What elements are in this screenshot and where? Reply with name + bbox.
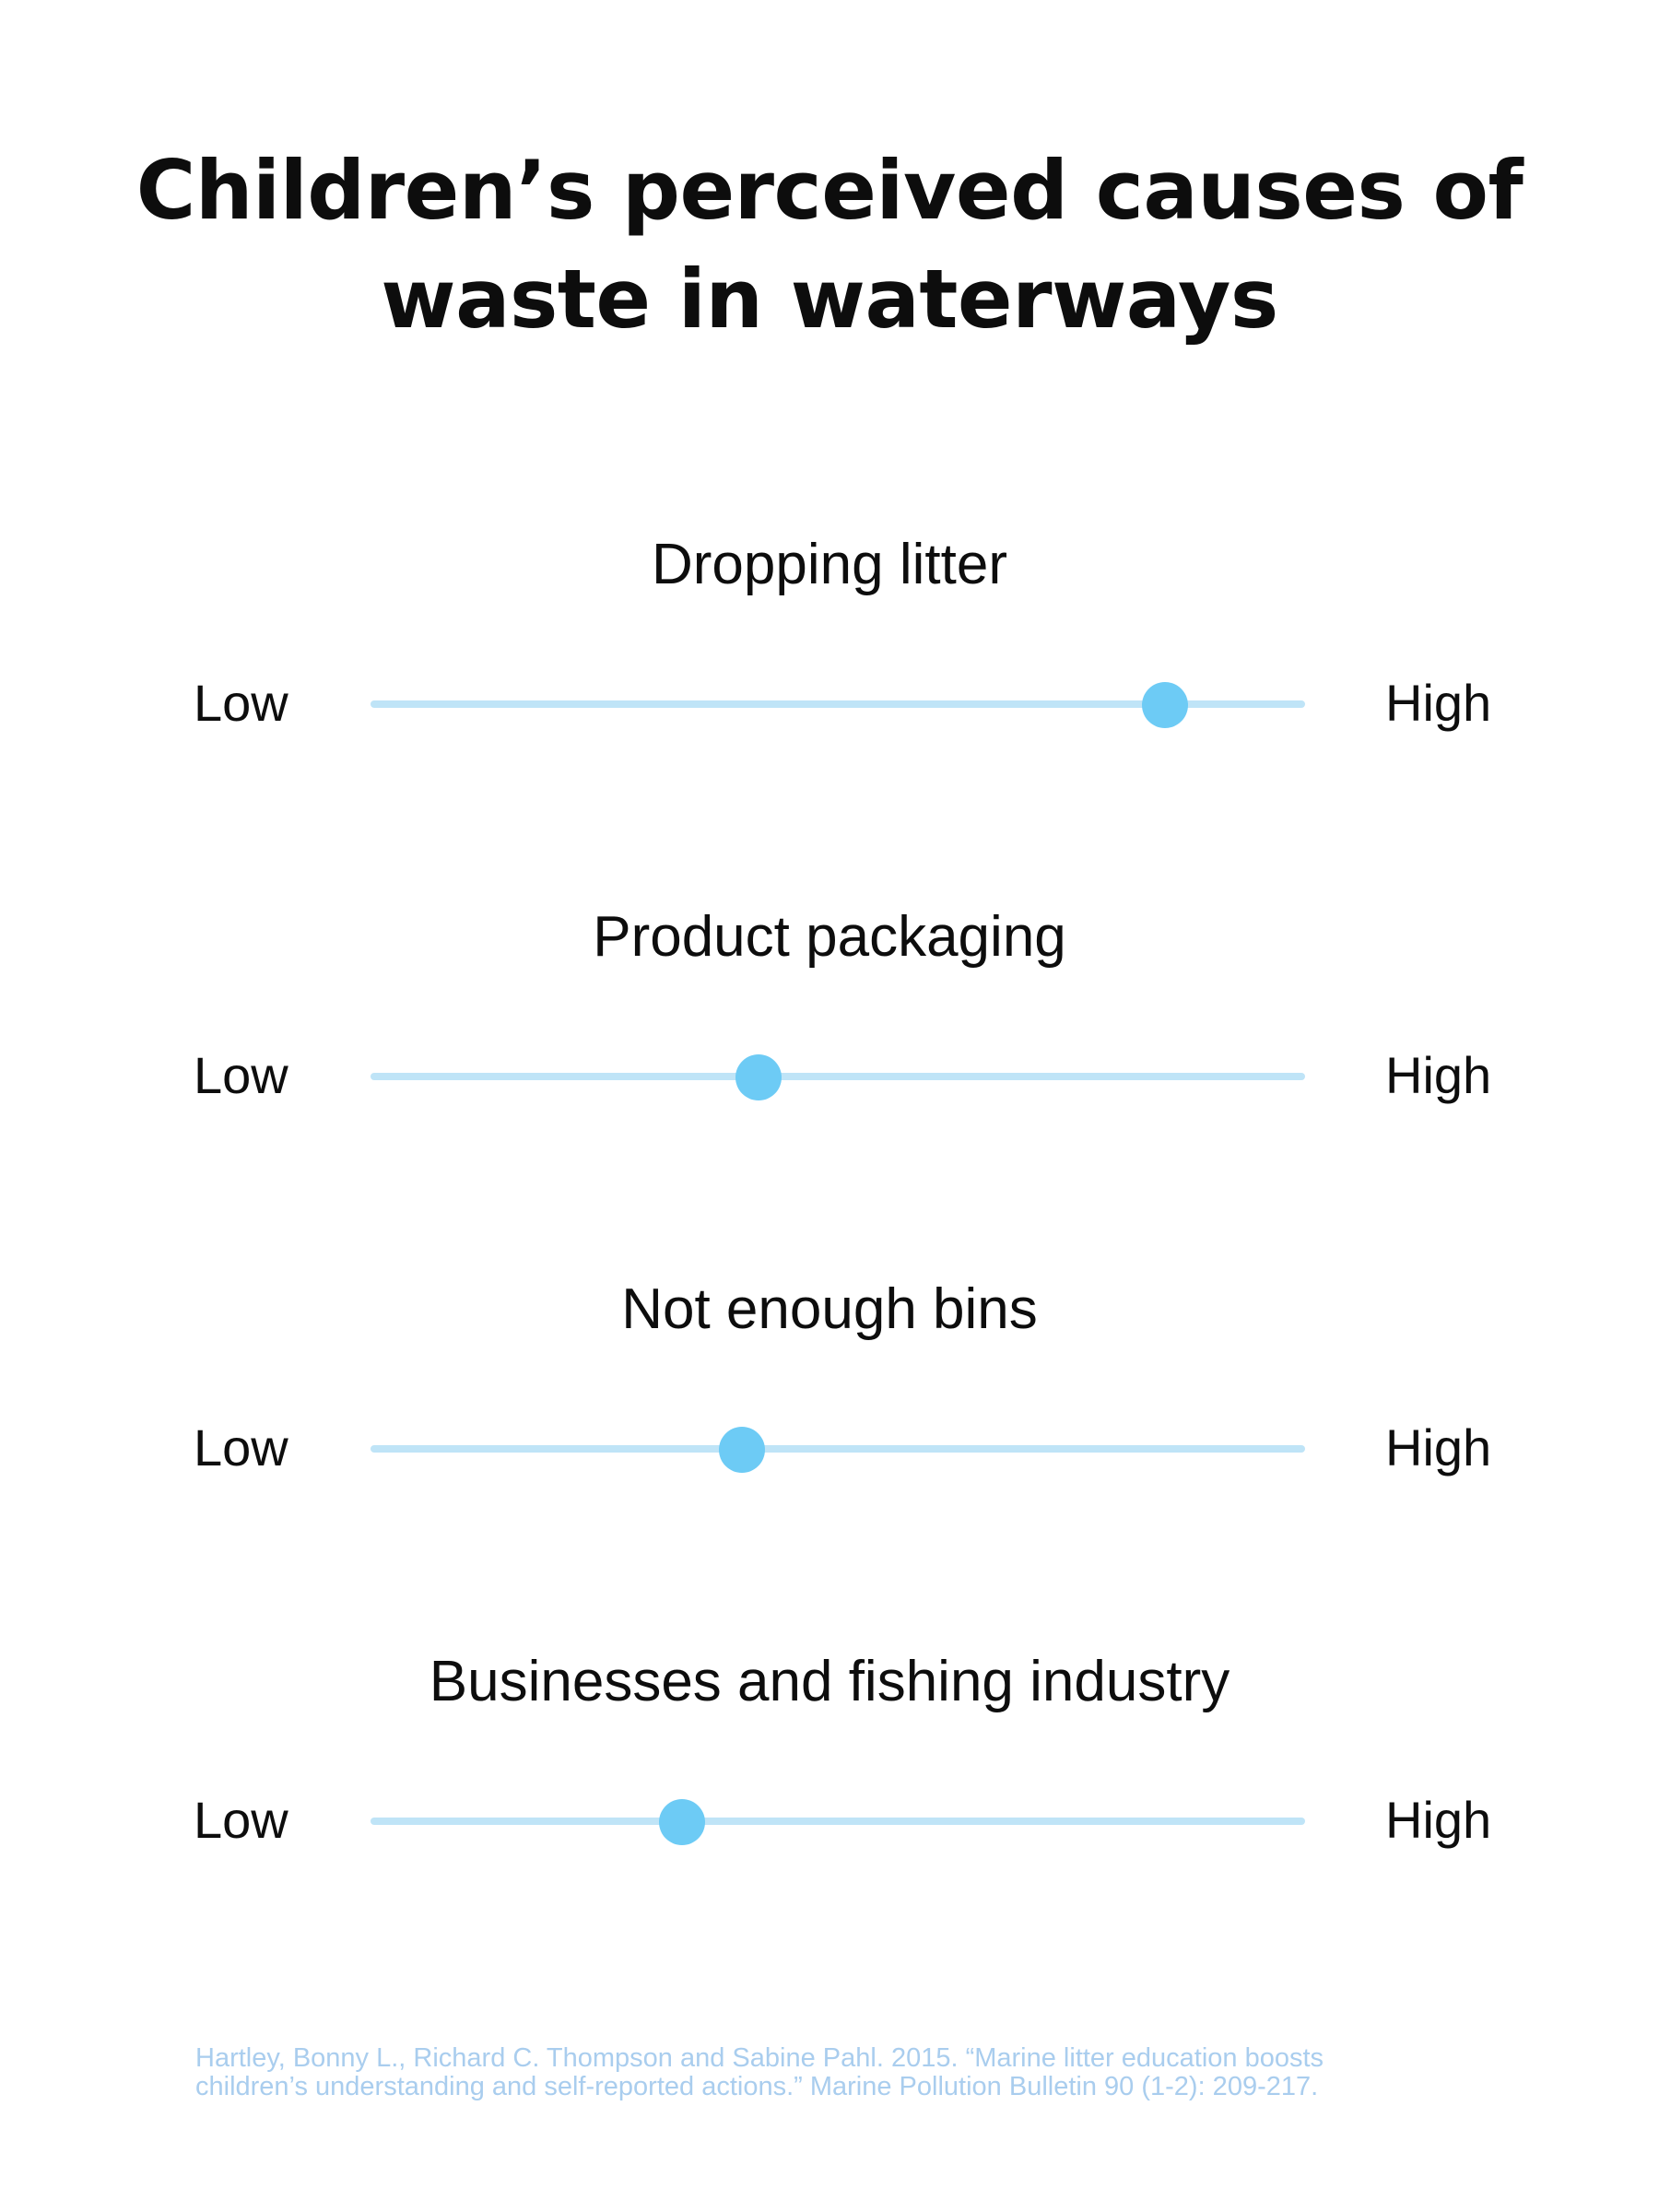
scale-low-label: Low: [194, 1046, 288, 1104]
slider-row-label: Product packaging: [593, 905, 1066, 969]
slider-row: Not enough bins Low High: [0, 1277, 1659, 1517]
slider-track: [371, 1073, 1305, 1080]
slider-row-label: Businesses and fishing industry: [429, 1650, 1230, 1713]
scale-high-label: High: [1385, 1418, 1492, 1477]
scale-high-label: High: [1385, 1791, 1492, 1849]
slider-track: [371, 1445, 1305, 1453]
slider-row: Product packaging Low High: [0, 905, 1659, 1145]
slider-knob: [658, 1799, 705, 1845]
slider-row: Businesses and fishing industry Low High: [0, 1650, 1659, 1889]
scale-high-label: High: [1385, 1046, 1492, 1104]
slider-row: Dropping litter Low High: [0, 533, 1659, 772]
scale-low-label: Low: [194, 1791, 288, 1849]
slider-row-label: Not enough bins: [621, 1277, 1038, 1341]
slider-knob: [1141, 682, 1188, 728]
scale-low-label: Low: [194, 674, 288, 732]
slider-track: [371, 700, 1305, 708]
slider-knob: [735, 1054, 782, 1100]
scale-low-label: Low: [194, 1418, 288, 1477]
scale-high-label: High: [1385, 674, 1492, 732]
source-citation: Hartley, Bonny L., Richard C. Thompson a…: [195, 2044, 1504, 2101]
source-citation-line-2: children’s understanding and self-report…: [195, 2072, 1319, 2101]
chart-title-line-2: waste in waterways: [381, 252, 1278, 347]
source-citation-line-1: Hartley, Bonny L., Richard C. Thompson a…: [195, 2043, 1324, 2073]
chart-title-line-1: Children’s perceived causes of: [135, 143, 1524, 238]
slider-track: [371, 1818, 1305, 1825]
slider-knob: [718, 1427, 765, 1473]
slider-row-label: Dropping litter: [652, 533, 1007, 596]
chart-title: Children’s perceived causes of waste in …: [0, 136, 1659, 354]
